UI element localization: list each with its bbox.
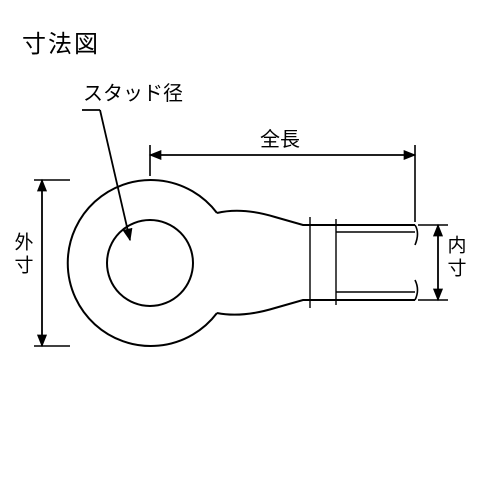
stud-leader (82, 110, 130, 240)
dimension-arrows (42, 155, 438, 346)
label-outer-dim: 外寸 (12, 232, 34, 278)
dimension-drawing-svg: スタッド径 全長 外寸 内寸 (0, 0, 500, 500)
diagram-canvas: 寸法図 (0, 0, 500, 500)
label-inner-dim: 内寸 (445, 235, 467, 281)
label-total-length: 全長 (260, 128, 300, 151)
extension-lines (34, 145, 448, 346)
ring-terminal-shape (68, 180, 418, 346)
label-stud-dia: スタッド径 (83, 82, 183, 105)
